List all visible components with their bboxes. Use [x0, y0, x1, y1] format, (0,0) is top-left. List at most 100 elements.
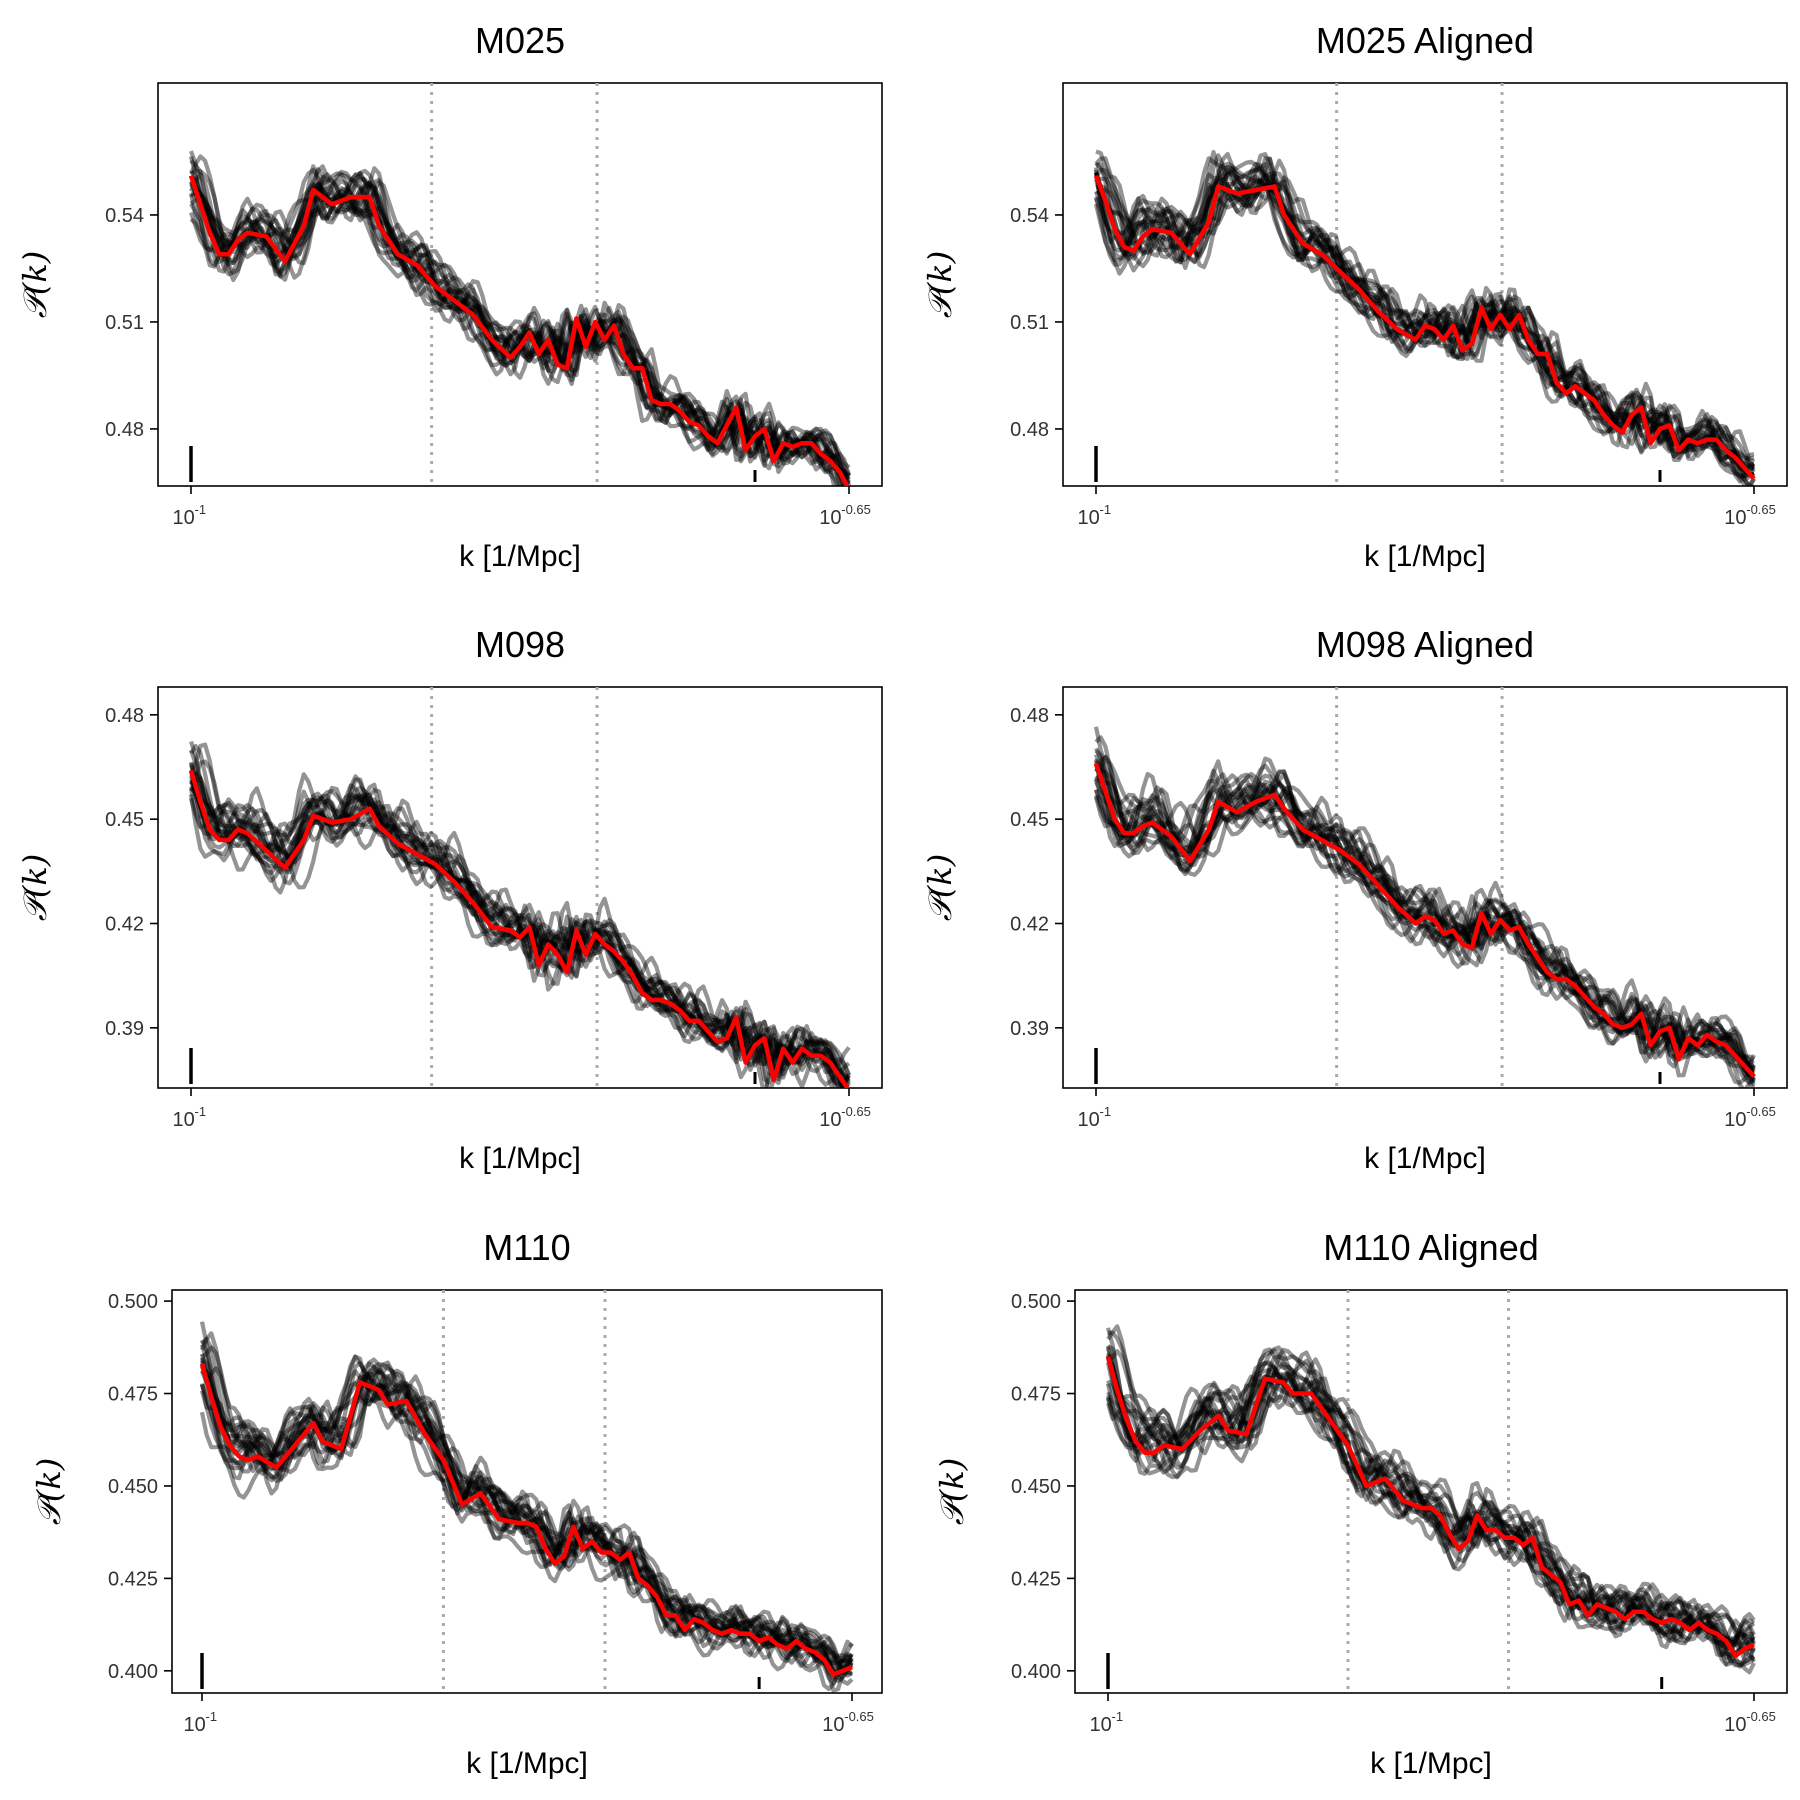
y-tick-label: 0.42	[1010, 913, 1049, 935]
y-tick-label: 0.48	[1010, 419, 1049, 441]
y-axis-label: 𝒫(k)	[16, 854, 54, 921]
y-axis-label: 𝒫(k)	[30, 1458, 68, 1525]
mean-line	[188, 174, 850, 486]
x-tick-exponent: -0.65	[844, 1709, 874, 1724]
y-axis-label: 𝒫(k)	[921, 251, 959, 318]
x-tick-exponent: -1	[1100, 1104, 1112, 1119]
plot-frame	[171, 1289, 883, 1694]
panel-title: M098 Aligned	[1316, 624, 1534, 665]
replicate-line	[1094, 749, 1756, 1062]
mean-line	[1093, 174, 1756, 481]
replicate-line	[1107, 1347, 1756, 1652]
replicate-line	[1093, 170, 1756, 482]
replicate-line	[188, 793, 848, 1088]
x-tick-base: 10	[173, 507, 195, 529]
replicate-line	[1105, 1356, 1756, 1669]
replicate-line	[189, 172, 851, 481]
replicate-line	[1093, 795, 1756, 1088]
x-tick-label: 10 -0.65	[822, 1709, 874, 1736]
x-tick-label: 10 -1	[173, 1104, 207, 1131]
x-tick-exponent: -0.65	[1746, 1104, 1776, 1119]
y-tick-label: 0.400	[108, 1661, 158, 1683]
replicate-line	[200, 1383, 854, 1686]
y-axis-label: 𝒫(k)	[933, 1458, 971, 1525]
y-tick-label: 0.48	[105, 419, 144, 441]
replicate-line	[1094, 735, 1756, 1074]
replicate-line	[1106, 1324, 1756, 1664]
y-tick-label: 0.475	[108, 1384, 158, 1406]
replicate-line	[189, 172, 851, 478]
replicate-line	[1107, 1330, 1755, 1646]
replicate-line	[1106, 1366, 1755, 1667]
series-group	[188, 740, 851, 1088]
replicate-line	[200, 1363, 854, 1665]
x-tick-base: 10	[1090, 1714, 1112, 1736]
x-tick-base: 10	[1078, 507, 1100, 529]
x-tick-label: 10 -1	[184, 1709, 218, 1736]
replicate-line	[1093, 181, 1755, 478]
x-tick-base: 10	[184, 1714, 206, 1736]
x-tick-base: 10	[1724, 507, 1746, 529]
y-tick-label: 0.45	[1010, 809, 1049, 831]
replicate-line	[189, 167, 851, 486]
replicate-line	[189, 159, 851, 470]
x-axis-label: k [1/Mpc]	[1370, 1747, 1492, 1780]
replicate-line	[200, 1339, 854, 1680]
x-tick-base: 10	[1724, 1714, 1746, 1736]
replicate-line	[1094, 753, 1756, 1067]
replicate-line	[199, 1344, 854, 1684]
series-group	[188, 150, 852, 486]
replicate-line	[189, 740, 851, 1085]
x-tick-label: 10 -0.65	[819, 1104, 871, 1131]
y-axis-label: 𝒫(k)	[16, 251, 54, 318]
x-tick-exponent: -1	[195, 502, 207, 517]
plot-frame	[1062, 82, 1788, 487]
x-tick-base: 10	[822, 1714, 844, 1736]
panel-title: M110 Aligned	[1323, 1227, 1539, 1268]
x-axis-label: k [1/Mpc]	[1364, 540, 1486, 573]
plot-frame	[1074, 1289, 1788, 1694]
replicate-line	[200, 1357, 853, 1664]
replicate-line	[1105, 1345, 1755, 1647]
replicate-line	[1094, 754, 1755, 1071]
x-tick-base: 10	[819, 1109, 841, 1131]
x-tick-base: 10	[1078, 1109, 1100, 1131]
replicate-line	[1094, 765, 1756, 1078]
replicate-line	[1095, 149, 1756, 464]
y-tick-label: 0.500	[108, 1291, 158, 1313]
replicate-line	[199, 1354, 854, 1675]
replicate-line	[1094, 159, 1755, 477]
replicate-line	[1093, 772, 1756, 1073]
x-tick-label: 10 -0.65	[1724, 1709, 1776, 1736]
panel-title: M098	[475, 624, 565, 665]
replicate-line	[189, 771, 851, 1082]
mean-line	[1105, 1355, 1755, 1659]
y-tick-label: 0.450	[108, 1476, 158, 1498]
x-tick-exponent: -1	[195, 1104, 207, 1119]
plot-frame	[157, 686, 883, 1089]
plot-frame	[157, 82, 883, 487]
y-tick-label: 0.39	[1010, 1018, 1049, 1040]
x-tick-label: 10 -0.65	[819, 502, 871, 529]
y-tick-label: 0.500	[1011, 1291, 1061, 1313]
replicate-line	[1105, 1350, 1756, 1647]
x-tick-base: 10	[819, 507, 841, 529]
replicate-line	[199, 1353, 854, 1670]
y-tick-label: 0.425	[108, 1568, 158, 1590]
panel-title: M025	[475, 20, 565, 61]
y-tick-label: 0.400	[1011, 1661, 1061, 1683]
y-tick-label: 0.51	[105, 312, 144, 334]
mean-line	[199, 1363, 853, 1677]
x-tick-label: 10 -1	[1078, 1104, 1112, 1131]
y-axis-label: 𝒫(k)	[921, 854, 959, 921]
x-tick-exponent: -1	[206, 1709, 218, 1724]
replicate-line	[200, 1336, 854, 1668]
mean-line	[188, 769, 851, 1088]
x-tick-exponent: -0.65	[841, 502, 871, 517]
y-tick-label: 0.54	[105, 205, 144, 227]
